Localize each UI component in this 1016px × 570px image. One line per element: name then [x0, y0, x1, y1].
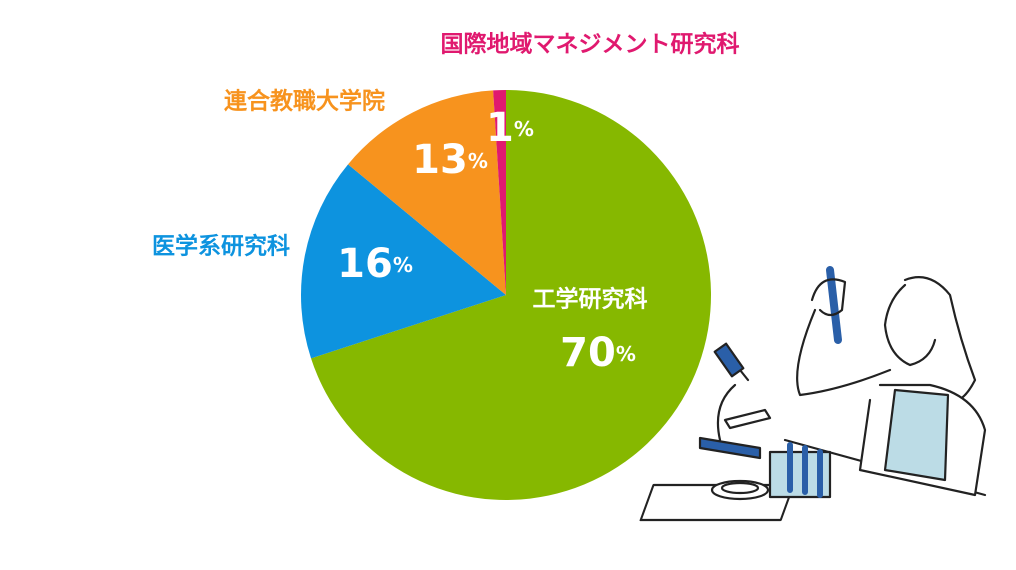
value-unit: % [468, 149, 488, 173]
value-number: 16 [337, 241, 393, 287]
value-number: 1 [486, 105, 514, 151]
value-number: 13 [412, 137, 468, 183]
pie-slice [493, 90, 506, 295]
value-unit: % [393, 253, 413, 277]
category-label: 工学研究科 [533, 286, 648, 313]
category-label: 国際地域マネジメント研究科 [441, 31, 740, 58]
value-label: 70% [560, 330, 636, 376]
value-unit: % [616, 342, 636, 366]
category-label: 連合教職大学院 [224, 88, 385, 115]
category-label: 医学系研究科 [152, 233, 290, 260]
value-number: 70 [560, 330, 616, 376]
value-unit: % [514, 117, 534, 141]
value-label: 13% [412, 137, 488, 183]
pie-slice [311, 90, 712, 500]
value-label: 1% [486, 105, 534, 151]
illustration [639, 266, 987, 522]
pie-slice [348, 90, 506, 296]
value-label: 16% [337, 241, 413, 287]
pie-slice [301, 164, 506, 359]
